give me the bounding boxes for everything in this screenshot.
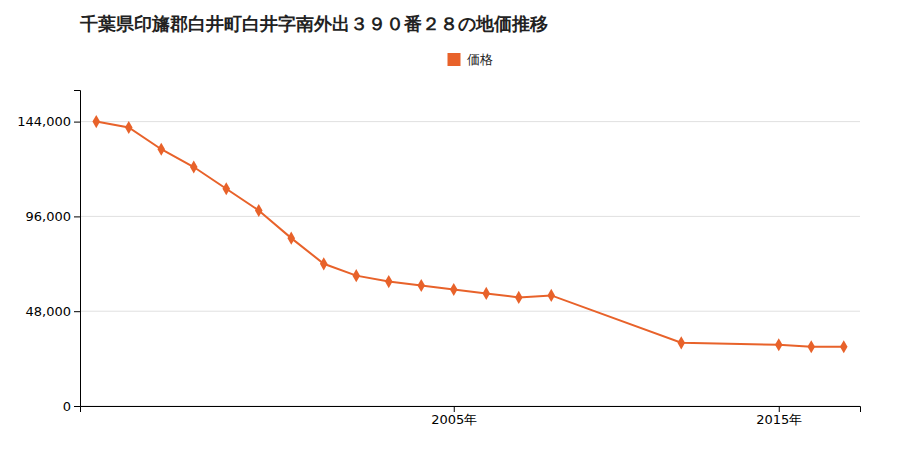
point [287, 232, 295, 245]
point [92, 115, 100, 128]
point [352, 269, 360, 282]
plot-area: 2005年 2015年 0 48,000 96,000 144,000 [17, 91, 860, 428]
axis-line [81, 407, 861, 413]
point [255, 204, 263, 217]
legend-label: 価格 [467, 52, 493, 67]
grid [80, 122, 860, 406]
tick-mark [779, 406, 780, 412]
point [222, 182, 230, 195]
tick-label: 0 [63, 399, 71, 414]
point [125, 121, 133, 134]
tick-label: 2015年 [756, 412, 802, 427]
point [515, 291, 523, 304]
legend-swatch [448, 53, 461, 66]
marks [92, 115, 847, 353]
tick-mark [454, 406, 455, 412]
tick-mark [74, 311, 80, 312]
point [775, 338, 783, 351]
grid-line [80, 216, 860, 217]
tick: 96,000 [26, 209, 81, 224]
chart-container: 2005年 2015年 0 48,000 96,000 144,000 千葉県印旛郡白井町白… [0, 0, 900, 450]
tick: 2005年 [431, 406, 477, 427]
point [677, 336, 685, 349]
title: 千葉県印旛郡白井町白井字南外出３９０番２８の地価推移 [79, 13, 548, 34]
tick-label: 2005年 [431, 412, 477, 427]
x-axis: 2005年 2015年 [81, 406, 861, 427]
axis-line [74, 91, 81, 407]
point [807, 340, 815, 353]
tick-label: 96,000 [26, 209, 72, 224]
point [320, 257, 328, 270]
point [840, 340, 848, 353]
tick-mark [74, 406, 80, 407]
point [450, 283, 458, 296]
tick: 2015年 [756, 406, 802, 427]
point [157, 143, 165, 156]
tick: 144,000 [17, 114, 80, 129]
y-axis: 0 48,000 96,000 144,000 [17, 91, 80, 414]
point [417, 279, 425, 292]
tick-mark [74, 216, 80, 217]
grid-line [80, 121, 860, 122]
point [385, 275, 393, 288]
tick-label: 48,000 [26, 304, 72, 319]
point [547, 289, 555, 302]
chart: 2005年 2015年 0 48,000 96,000 144,000 千葉県印旛郡白井町白… [0, 0, 900, 450]
line [96, 122, 844, 347]
tick: 0 [63, 399, 80, 414]
legend-item: 価格 [448, 52, 493, 67]
tick-label: 144,000 [17, 114, 71, 129]
point [482, 287, 490, 300]
tick: 48,000 [26, 304, 81, 319]
grid-line [80, 311, 860, 312]
point [190, 160, 198, 173]
tick-mark [74, 122, 80, 123]
legend: 価格 [448, 52, 493, 67]
